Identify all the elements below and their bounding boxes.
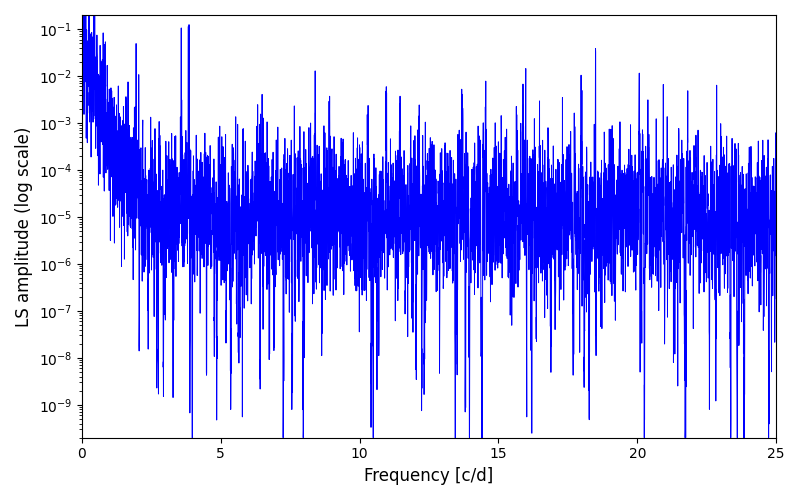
X-axis label: Frequency [c/d]: Frequency [c/d] [364,467,494,485]
Y-axis label: LS amplitude (log scale): LS amplitude (log scale) [15,126,33,326]
